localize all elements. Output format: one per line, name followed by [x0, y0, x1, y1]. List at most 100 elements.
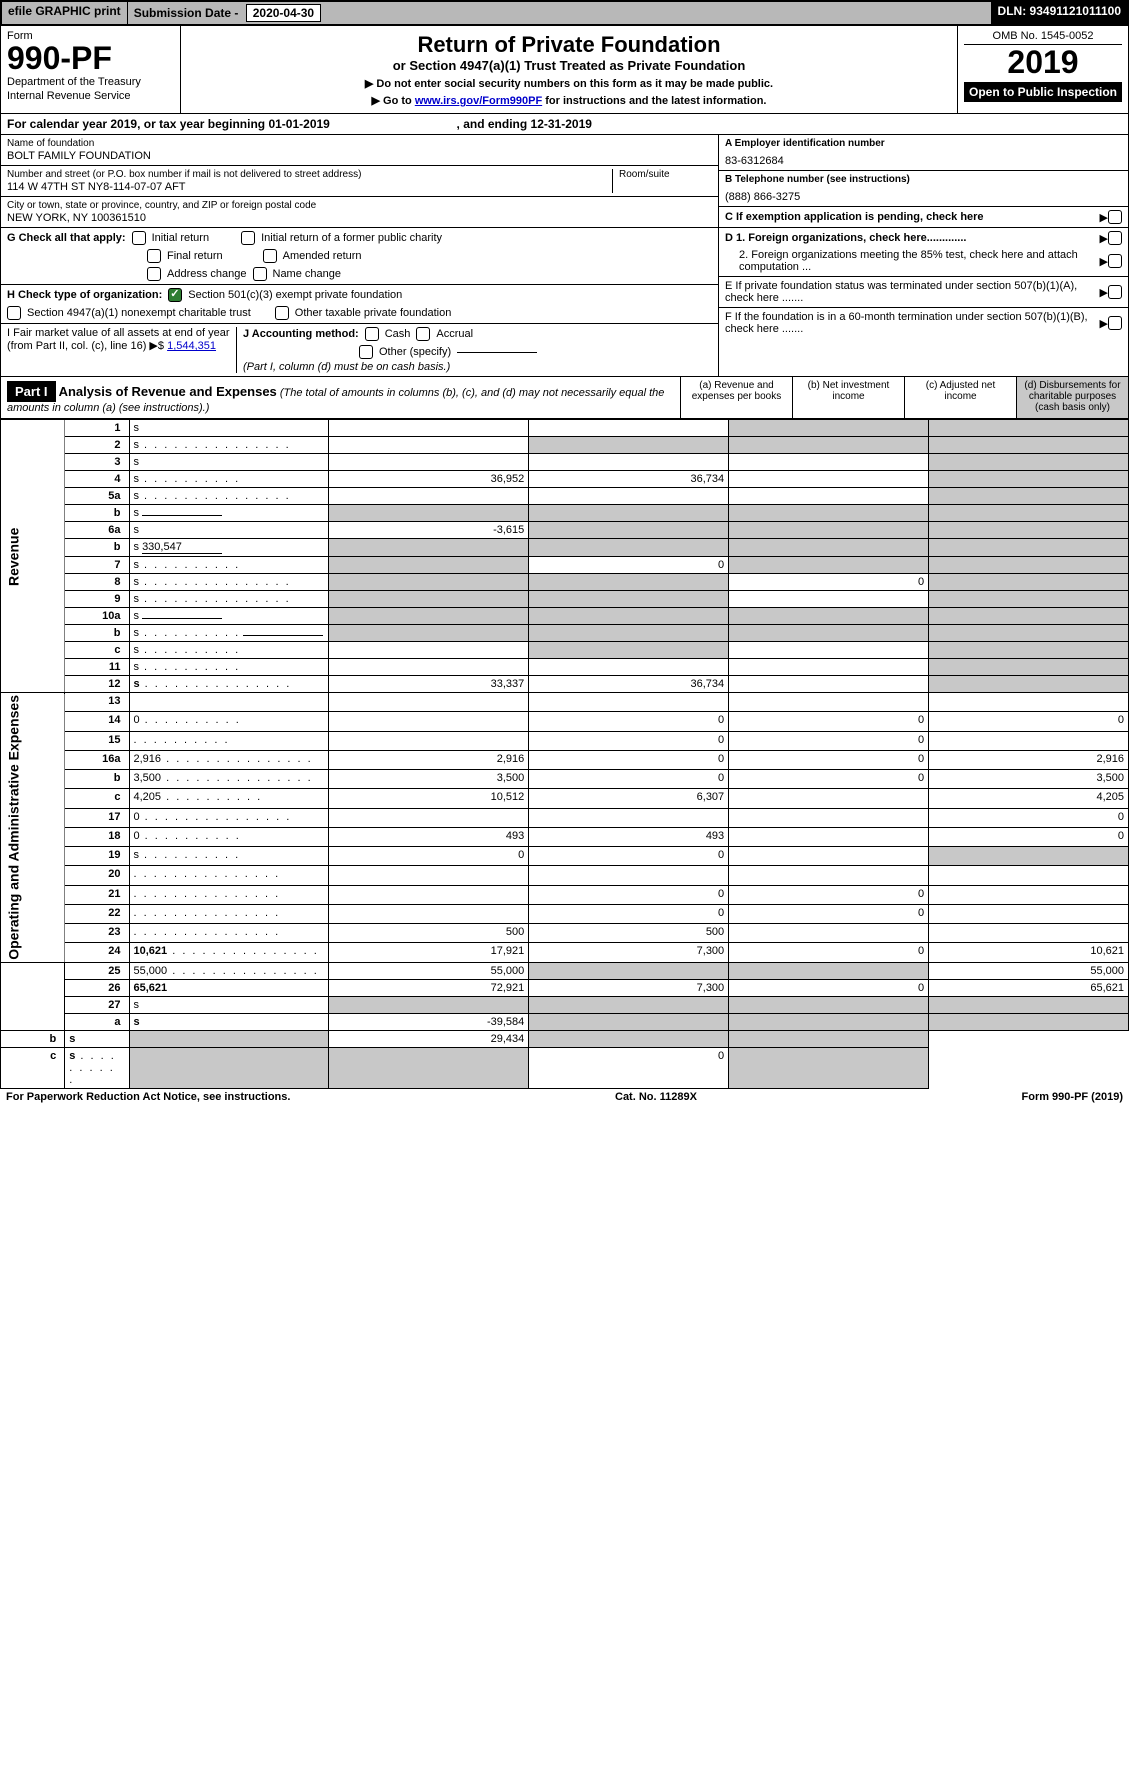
section-h: H Check type of organization: Section 50… [1, 285, 718, 324]
line-description: s [65, 1047, 129, 1088]
efile-label: efile GRAPHIC print [2, 2, 128, 24]
line-description [129, 866, 329, 885]
value-cell [929, 420, 1129, 437]
checkbox-exemption-pending[interactable] [1108, 210, 1122, 224]
line-number: 9 [65, 591, 129, 608]
checkbox-address-change[interactable] [147, 267, 161, 281]
value-cell [729, 522, 929, 539]
line-number: 2 [65, 437, 129, 454]
line-description: 65,621 [129, 979, 329, 996]
checkbox-cash[interactable] [365, 327, 379, 341]
line-description: s [129, 522, 329, 539]
value-cell [729, 1047, 929, 1088]
value-cell [529, 522, 729, 539]
line-number: b [65, 625, 129, 642]
value-cell [529, 420, 729, 437]
value-cell [729, 659, 929, 676]
line-number: 12 [65, 676, 129, 693]
line-description: 2,916 [129, 750, 329, 769]
line-number: 4 [65, 471, 129, 488]
line-description: s [129, 488, 329, 505]
form-header: Form 990-PF Department of the Treasury I… [0, 26, 1129, 114]
open-to-public: Open to Public Inspection [964, 82, 1122, 102]
table-row: Operating and Administrative Expenses13 [1, 693, 1129, 712]
line-number: 23 [65, 924, 129, 943]
value-cell: 500 [529, 924, 729, 943]
value-cell [329, 1047, 529, 1088]
value-cell: 0 [729, 979, 929, 996]
value-cell [329, 539, 529, 557]
line-number: 1 [65, 420, 129, 437]
checkbox-other-accounting[interactable] [359, 345, 373, 359]
checkbox-other-taxable[interactable] [275, 306, 289, 320]
line-description: s [129, 676, 329, 693]
checkbox-initial-return-former[interactable] [241, 231, 255, 245]
expenses-side-label: Operating and Administrative Expenses [1, 693, 65, 963]
table-row: 23500500 [1, 924, 1129, 943]
line-description: s [129, 608, 329, 625]
line-description: 3,500 [129, 770, 329, 789]
value-cell: 7,300 [529, 943, 729, 962]
value-cell: 0 [729, 904, 929, 923]
value-cell [929, 591, 1129, 608]
checkbox-final-return[interactable] [147, 249, 161, 263]
line-number: 11 [65, 659, 129, 676]
value-cell [929, 557, 1129, 574]
table-row: 2100 [1, 885, 1129, 904]
fmv-link[interactable]: 1,544,351 [167, 340, 216, 352]
value-cell [929, 996, 1129, 1013]
line-description: 55,000 [129, 962, 329, 979]
value-cell [329, 505, 529, 522]
checkbox-4947a1[interactable] [7, 306, 21, 320]
table-row: Revenue1s [1, 420, 1129, 437]
checkbox-status-terminated[interactable] [1108, 285, 1122, 299]
checkbox-name-change[interactable] [253, 267, 267, 281]
value-cell: 493 [329, 827, 529, 846]
checkbox-accrual[interactable] [416, 327, 430, 341]
value-cell [929, 522, 1129, 539]
revenue-side-label: Revenue [1, 420, 65, 693]
value-cell [529, 808, 729, 827]
value-cell [329, 904, 529, 923]
checkbox-foreign-org[interactable] [1108, 231, 1122, 245]
table-row: 6as-3,615 [1, 522, 1129, 539]
value-cell [329, 866, 529, 885]
value-cell [729, 693, 929, 712]
value-cell [329, 693, 529, 712]
line-description: 4,205 [129, 789, 329, 808]
checkbox-initial-return[interactable] [132, 231, 146, 245]
value-cell: 0 [329, 847, 529, 866]
table-row: as-39,584 [1, 1013, 1129, 1030]
value-cell [929, 1013, 1129, 1030]
checkbox-501c3[interactable] [168, 288, 182, 302]
foundation-name: BOLT FAMILY FOUNDATION [7, 150, 712, 162]
line-number: 18 [65, 827, 129, 846]
value-cell [729, 676, 929, 693]
checkbox-amended-return[interactable] [263, 249, 277, 263]
line-description: s 330,547 [129, 539, 329, 557]
calendar-year-row: For calendar year 2019, or tax year begi… [0, 114, 1129, 135]
checkbox-60month-termination[interactable] [1108, 316, 1122, 330]
value-cell [529, 574, 729, 591]
value-cell [529, 454, 729, 471]
line-description: s [129, 437, 329, 454]
col-b-header: (b) Net investment income [792, 377, 904, 418]
value-cell [329, 437, 529, 454]
value-cell: 29,434 [329, 1030, 529, 1047]
checkbox-85pct-test[interactable] [1108, 254, 1122, 268]
value-cell [729, 488, 929, 505]
value-cell [329, 642, 529, 659]
value-cell [729, 827, 929, 846]
value-cell [129, 1030, 329, 1047]
submission-date: 2020-04-30 [246, 4, 321, 22]
table-row: 2410,62117,9217,300010,621 [1, 943, 1129, 962]
value-cell [729, 437, 929, 454]
form990pf-link[interactable]: www.irs.gov/Form990PF [415, 95, 542, 107]
value-cell: 0 [729, 885, 929, 904]
value-cell [729, 789, 929, 808]
ein: 83-6312684 [725, 155, 1122, 167]
foundation-city: NEW YORK, NY 100361510 [7, 212, 712, 224]
value-cell: 0 [929, 808, 1129, 827]
value-cell [929, 574, 1129, 591]
value-cell: 65,621 [929, 979, 1129, 996]
